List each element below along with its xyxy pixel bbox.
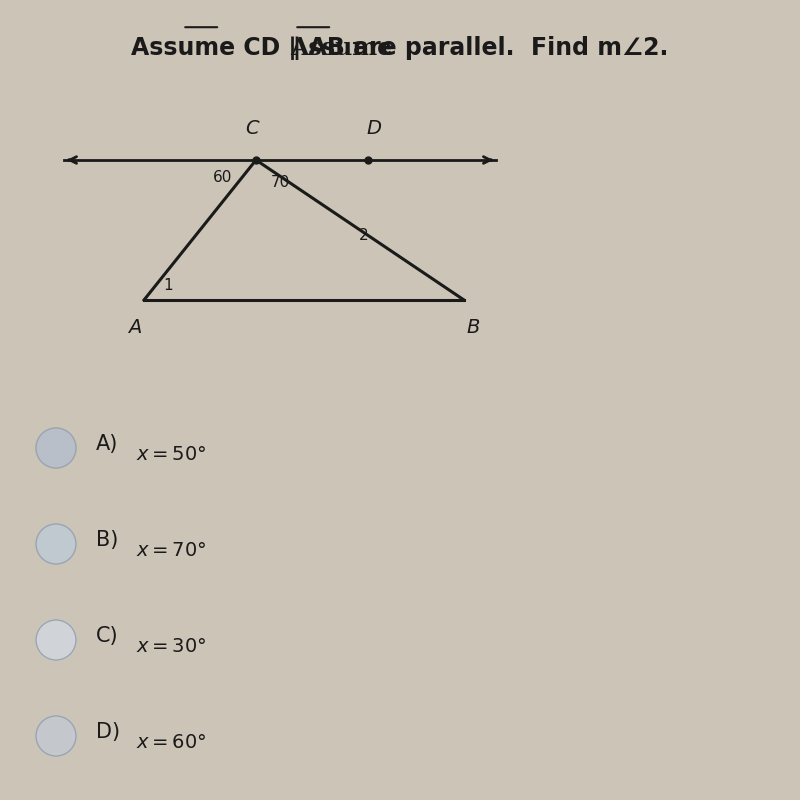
Text: A): A) xyxy=(96,434,118,454)
Text: $x = 50°$: $x = 50°$ xyxy=(136,445,206,464)
Circle shape xyxy=(36,716,76,756)
Text: C): C) xyxy=(96,626,118,646)
Text: 1: 1 xyxy=(163,278,173,293)
Circle shape xyxy=(36,428,76,468)
Circle shape xyxy=(36,524,76,564)
Text: B): B) xyxy=(96,530,118,550)
Text: $x = 60°$: $x = 60°$ xyxy=(136,733,206,752)
Text: B: B xyxy=(467,318,480,337)
Text: D: D xyxy=(367,118,382,138)
Text: A: A xyxy=(128,318,141,337)
Text: D): D) xyxy=(96,722,120,742)
Text: $x = 30°$: $x = 30°$ xyxy=(136,637,206,656)
Text: C: C xyxy=(245,118,259,138)
Circle shape xyxy=(36,620,76,660)
Text: 70: 70 xyxy=(270,175,290,190)
Text: Assume: Assume xyxy=(290,36,400,60)
Text: 60: 60 xyxy=(213,170,232,185)
Text: 2: 2 xyxy=(358,229,368,243)
Text: Assume CD ∥ AB are parallel.  Find m∠2.: Assume CD ∥ AB are parallel. Find m∠2. xyxy=(131,36,669,60)
Text: $x = 70°$: $x = 70°$ xyxy=(136,541,206,560)
